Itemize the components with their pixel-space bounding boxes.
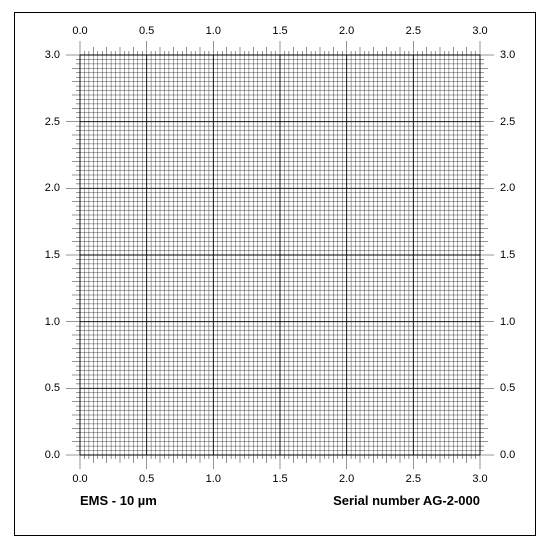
- axis-label-top: 0.0: [72, 25, 87, 37]
- axis-label-right: 3.0: [500, 49, 515, 61]
- axis-label-top: 2.5: [406, 25, 421, 37]
- axis-label-left: 1.5: [45, 249, 60, 261]
- axis-label-top: 2.0: [339, 25, 354, 37]
- axis-label-top: 3.0: [472, 25, 487, 37]
- calibration-grid: [62, 37, 498, 473]
- axis-label-bottom: 2.0: [339, 473, 354, 485]
- axis-label-left: 3.0: [45, 49, 60, 61]
- axis-label-left: 0.0: [45, 449, 60, 461]
- axis-label-bottom: 1.0: [206, 473, 221, 485]
- axis-label-left: 2.5: [45, 116, 60, 128]
- axis-label-right: 1.5: [500, 249, 515, 261]
- axis-label-left: 0.5: [45, 382, 60, 394]
- axis-label-right: 0.0: [500, 449, 515, 461]
- axis-label-right: 0.5: [500, 382, 515, 394]
- axis-label-top: 0.5: [139, 25, 154, 37]
- footer-left-label: EMS - 10 µm: [80, 493, 157, 508]
- axis-label-top: 1.5: [272, 25, 287, 37]
- axis-label-bottom: 3.0: [472, 473, 487, 485]
- footer-right-label: Serial number AG-2-000: [333, 493, 480, 508]
- axis-label-right: 2.0: [500, 182, 515, 194]
- axis-label-bottom: 0.0: [72, 473, 87, 485]
- axis-label-right: 1.0: [500, 316, 515, 328]
- axis-label-left: 2.0: [45, 182, 60, 194]
- axis-label-left: 1.0: [45, 316, 60, 328]
- axis-label-bottom: 0.5: [139, 473, 154, 485]
- axis-label-bottom: 2.5: [406, 473, 421, 485]
- axis-label-right: 2.5: [500, 116, 515, 128]
- grid-svg: [62, 37, 498, 473]
- axis-label-top: 1.0: [206, 25, 221, 37]
- axis-label-bottom: 1.5: [272, 473, 287, 485]
